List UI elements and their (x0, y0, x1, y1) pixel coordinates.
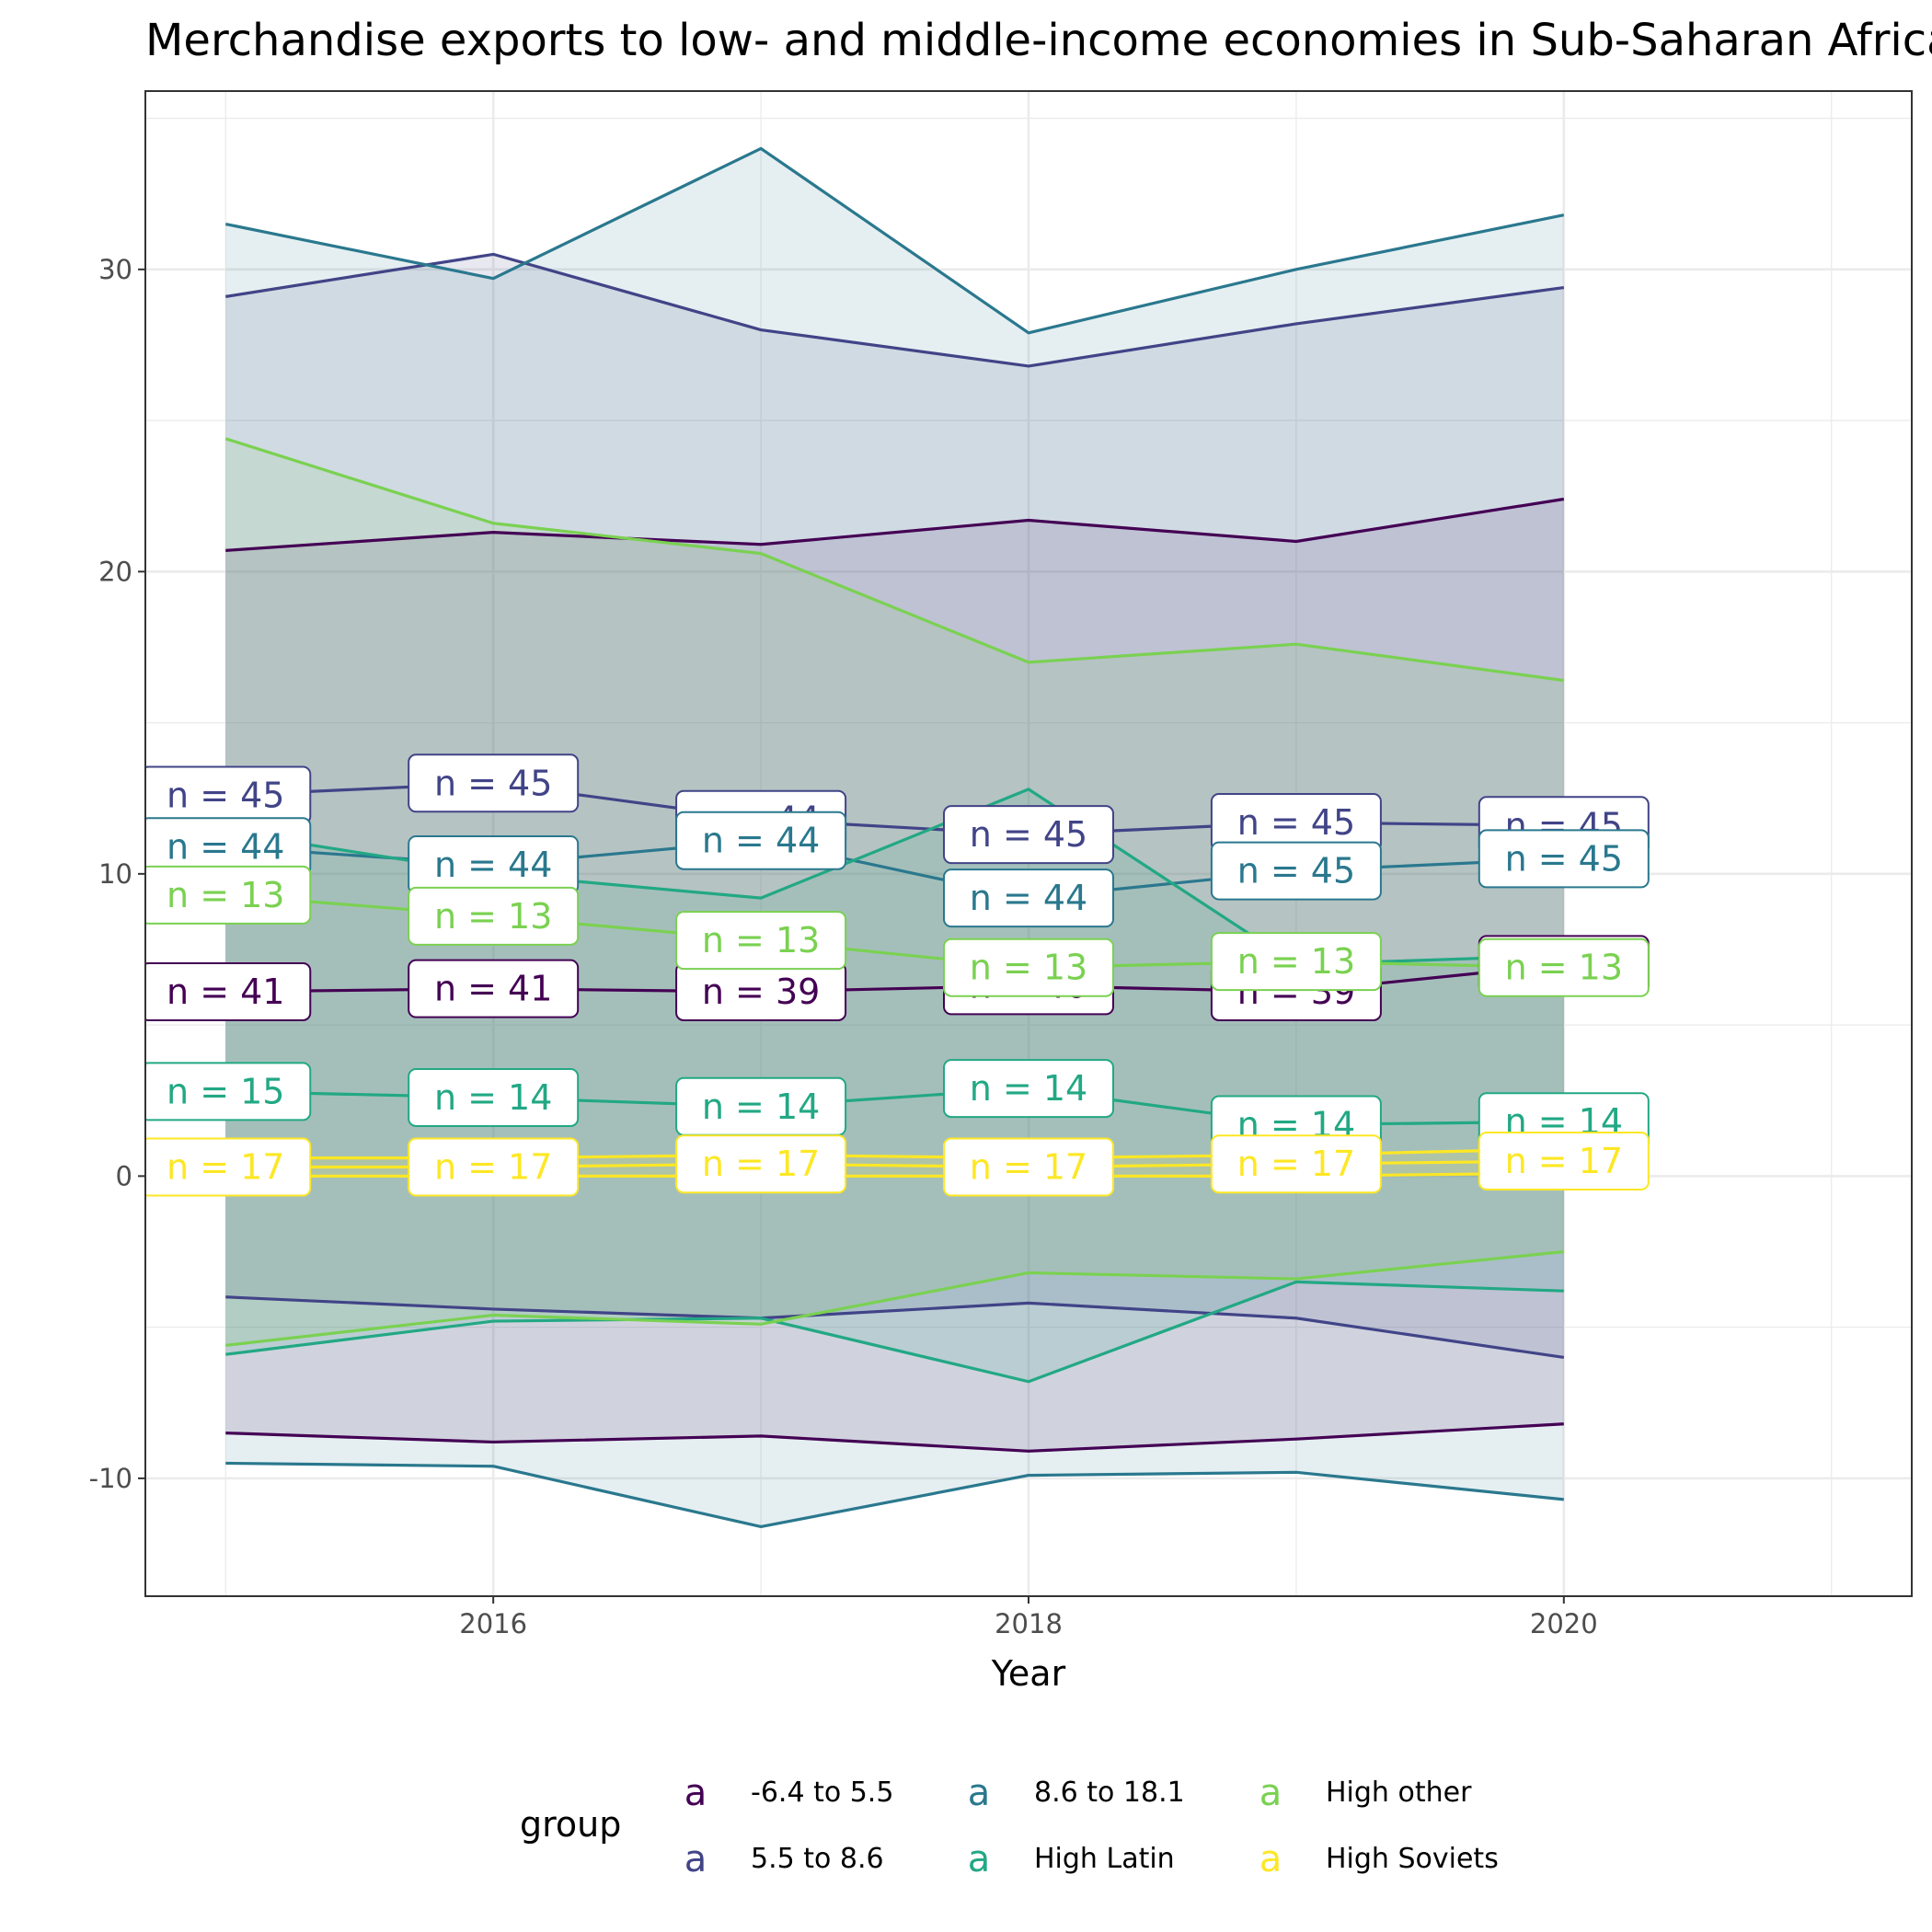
count-label: n = 13 (1237, 941, 1355, 982)
y-tick-label: 20 (98, 556, 132, 587)
lower-bound-line (225, 1280, 1564, 1384)
upper-bound-line (225, 252, 1565, 368)
count-label-box (408, 1137, 580, 1197)
count-label-box (1478, 829, 1650, 889)
upper-bound-line (224, 146, 1565, 335)
x-tick-label: 2018 (995, 1608, 1063, 1639)
legend-key: a (1259, 1772, 1282, 1814)
count-label-box (145, 865, 312, 925)
legend-key: a (684, 1772, 707, 1814)
count-label: n = 14 (434, 1077, 552, 1118)
count-label: n = 15 (167, 1071, 284, 1111)
count-label: n = 45 (970, 814, 1087, 855)
legend-key: a (1259, 1838, 1282, 1880)
count-label: n = 44 (167, 826, 284, 867)
count-label: n = 17 (702, 1144, 820, 1184)
count-label-box (1478, 1131, 1650, 1190)
count-label: n = 13 (434, 896, 552, 937)
y-tick-label: 10 (98, 858, 132, 890)
count-label: n = 17 (167, 1147, 284, 1188)
count-label-box (145, 1062, 312, 1121)
count-label: n = 45 (1237, 851, 1355, 891)
count-label: n = 45 (167, 775, 284, 815)
lower-bound-line (225, 1461, 1564, 1529)
x-tick-label: 2020 (1530, 1608, 1598, 1639)
count-label: n = 17 (1505, 1141, 1623, 1181)
count-label-box (675, 1134, 847, 1194)
count-label-box (1478, 937, 1650, 997)
count-label-box (1210, 1134, 1382, 1194)
count-label-box (1210, 841, 1382, 901)
count-label-box (943, 868, 1114, 928)
count-label-box (145, 961, 312, 1021)
legend-label: High Latin (1034, 1843, 1175, 1875)
count-label-box (943, 805, 1114, 865)
count-label-box (408, 959, 580, 1018)
y-tick-label: -10 (89, 1463, 132, 1494)
count-label: n = 17 (1237, 1144, 1355, 1184)
count-label-box (408, 886, 580, 946)
count-label-box (675, 811, 847, 870)
count-label: n = 14 (970, 1068, 1087, 1109)
count-label-box (943, 1137, 1114, 1197)
count-label-box (1210, 932, 1382, 992)
count-label: n = 41 (434, 969, 552, 1009)
count-label: n = 45 (434, 763, 552, 803)
x-axis-title: Year (991, 1653, 1066, 1694)
count-label-box (675, 911, 847, 971)
count-label-box (145, 1137, 312, 1197)
count-label: n = 44 (434, 845, 552, 885)
count-label-box (408, 1067, 580, 1127)
lower-bound-line (225, 1422, 1564, 1453)
legend-label: 5.5 to 8.6 (751, 1843, 884, 1875)
legend-key: a (684, 1838, 707, 1880)
count-label: n = 39 (702, 972, 820, 1012)
count-label: n = 17 (434, 1147, 552, 1188)
count-label: n = 14 (702, 1087, 820, 1127)
count-label: n = 17 (970, 1147, 1087, 1188)
count-label: n = 13 (702, 920, 820, 960)
legend-key: a (968, 1772, 991, 1814)
chart-title: Merchandise exports to low- and middle-i… (145, 15, 1932, 66)
count-label: n = 13 (970, 948, 1087, 988)
legend-label: -6.4 to 5.5 (751, 1777, 893, 1809)
x-tick-label: 2016 (459, 1608, 527, 1639)
legend-label: High Soviets (1326, 1843, 1499, 1875)
upper-bound-line (225, 497, 1565, 552)
y-axis: -10 0 10 20 30 (89, 254, 145, 1494)
count-label: n = 45 (1505, 838, 1623, 879)
count-labels: n = 41n = 41n = 39n = 40n = 39n = 40n = … (145, 753, 1650, 1197)
count-label: n = 13 (167, 875, 284, 915)
count-label: n = 41 (167, 972, 284, 1012)
lower-bound-line (225, 1295, 1565, 1360)
count-label: n = 44 (970, 878, 1087, 918)
x-axis: 2016 2018 2020 (459, 1596, 1598, 1639)
legend-label: High other (1326, 1777, 1472, 1809)
count-label-box (943, 937, 1114, 997)
legend-title: group (520, 1804, 621, 1845)
count-label: n = 13 (1505, 948, 1623, 988)
legend-label: 8.6 to 18.1 (1034, 1777, 1185, 1809)
upper-bound-line (224, 437, 1565, 683)
y-tick-label: 30 (98, 254, 132, 285)
legend: a -6.4 to 5.5 a 5.5 to 8.6 a 8.6 to 18.1 a High… (684, 1772, 1499, 1880)
count-label: n = 44 (702, 821, 820, 861)
count-label-box (408, 753, 580, 813)
count-label: n = 45 (1237, 802, 1355, 843)
y-tick-label: 0 (116, 1160, 132, 1191)
lower-bound-line (225, 1249, 1564, 1347)
count-label-box (943, 1059, 1114, 1119)
confidence-band (225, 499, 1564, 1452)
legend-key: a (968, 1838, 991, 1880)
